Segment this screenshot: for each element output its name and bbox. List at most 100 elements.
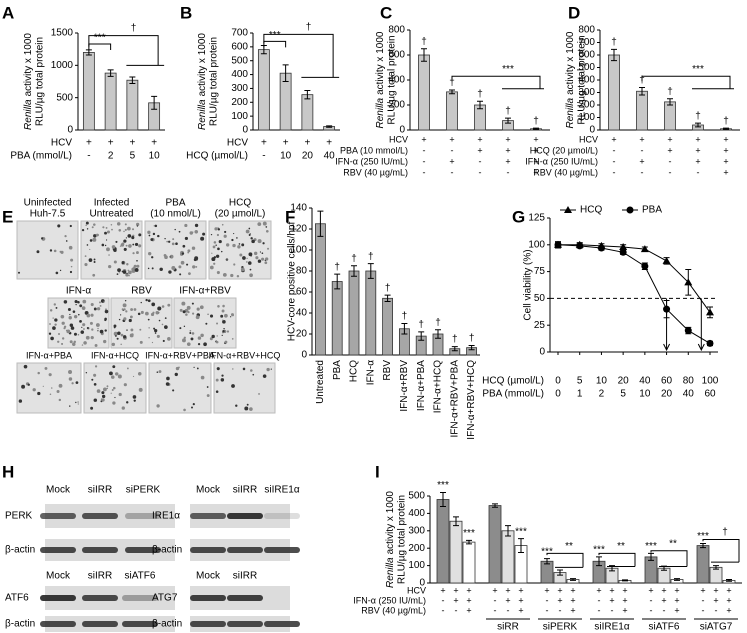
row-cell: + bbox=[440, 585, 445, 595]
stained-cell bbox=[213, 241, 217, 244]
stained-cell bbox=[164, 317, 167, 319]
stained-cell bbox=[48, 332, 52, 335]
error-bar bbox=[367, 263, 374, 279]
image-label: Infected bbox=[94, 198, 130, 209]
stained-cell bbox=[128, 274, 130, 277]
y-axis-label-text: activity x 1000 bbox=[197, 33, 208, 97]
row-cell: - bbox=[479, 156, 482, 166]
row-cell: - bbox=[479, 167, 482, 177]
y-tick-label: 300 bbox=[578, 87, 595, 98]
row-cell: + bbox=[596, 585, 601, 595]
row-cell: + bbox=[108, 138, 114, 149]
stained-cell bbox=[225, 243, 230, 247]
stained-cell bbox=[171, 242, 175, 246]
row-cell: - bbox=[423, 145, 426, 155]
stained-cell bbox=[118, 318, 121, 321]
row-cell: + bbox=[421, 134, 426, 144]
stained-cell bbox=[226, 330, 230, 333]
stained-cell bbox=[189, 231, 193, 235]
row-cell: + bbox=[533, 134, 538, 144]
stained-cell bbox=[196, 367, 199, 370]
y-tick-label: 60 bbox=[296, 287, 308, 298]
row-cell: + bbox=[505, 156, 510, 166]
stained-cell bbox=[148, 327, 150, 329]
micrograph bbox=[213, 362, 276, 414]
stained-cell bbox=[222, 319, 224, 321]
stained-cell bbox=[221, 309, 225, 313]
stained-cell bbox=[172, 238, 175, 241]
row-label: RBV (40 µg/mL) bbox=[361, 605, 426, 615]
band bbox=[227, 513, 263, 519]
stained-cell bbox=[179, 273, 182, 276]
band bbox=[82, 595, 118, 601]
y-tick-label: 0 bbox=[589, 125, 595, 136]
stained-cell bbox=[113, 260, 117, 264]
stained-cell bbox=[154, 332, 157, 334]
row-label: HCQ (20 µmol/L) bbox=[530, 145, 598, 155]
error-bar bbox=[451, 346, 458, 352]
stained-cell bbox=[106, 387, 109, 390]
stained-cell bbox=[200, 236, 205, 241]
stained-cell bbox=[49, 309, 53, 312]
x-tick-label: 0 bbox=[555, 389, 561, 400]
bar-label: † bbox=[421, 36, 427, 47]
row-cell: + bbox=[648, 585, 653, 595]
stained-cell bbox=[179, 308, 183, 312]
panel-letter: G bbox=[512, 207, 525, 226]
stained-cell bbox=[96, 389, 101, 393]
annotation: *** bbox=[502, 64, 514, 75]
stained-cell bbox=[121, 308, 124, 311]
stained-cell bbox=[215, 244, 217, 246]
stained-cell bbox=[145, 311, 149, 316]
row-cell: 20 bbox=[302, 151, 314, 162]
stained-cell bbox=[126, 401, 129, 404]
y-axis-label: HCV-core positive cells/hpf bbox=[287, 222, 298, 342]
x-tick-label: siATF6 bbox=[649, 622, 680, 633]
row-cell: - bbox=[611, 605, 614, 615]
row-cell: + bbox=[518, 585, 523, 595]
stained-cell bbox=[105, 308, 107, 311]
band bbox=[40, 513, 76, 519]
stained-cell bbox=[111, 228, 113, 231]
stained-cell bbox=[262, 221, 267, 226]
x-tick-label: 60 bbox=[661, 376, 673, 387]
stained-cell bbox=[259, 251, 262, 253]
stained-cell bbox=[222, 272, 227, 277]
stained-cell bbox=[126, 226, 131, 231]
stained-cell bbox=[136, 251, 139, 255]
stained-cell bbox=[132, 252, 135, 255]
stained-cell bbox=[57, 332, 61, 336]
stained-cell bbox=[140, 301, 142, 304]
stained-cell bbox=[111, 342, 116, 347]
stained-cell bbox=[200, 375, 205, 380]
stained-cell bbox=[215, 227, 217, 230]
stained-cell bbox=[93, 261, 96, 264]
stained-cell bbox=[195, 266, 198, 268]
bracket bbox=[263, 40, 287, 48]
stained-cell bbox=[123, 383, 127, 387]
bar bbox=[418, 54, 430, 131]
stained-cell bbox=[174, 372, 178, 377]
y-tick-label: 100 bbox=[528, 239, 545, 250]
image-label: IFN-α+PBA bbox=[26, 350, 72, 360]
y-tick-label: 500 bbox=[231, 55, 248, 66]
band bbox=[82, 513, 118, 519]
image-label: IFN-α+RBV+HCQ bbox=[209, 350, 281, 360]
stained-cell bbox=[158, 370, 162, 373]
stained-cell bbox=[75, 401, 77, 404]
y-tick-label: 0 bbox=[242, 125, 248, 136]
stained-cell bbox=[86, 326, 89, 330]
stained-cell bbox=[194, 230, 199, 234]
stained-cell bbox=[221, 223, 224, 226]
row-cell: - bbox=[598, 595, 601, 605]
stained-cell bbox=[92, 273, 96, 277]
stained-cell bbox=[155, 311, 159, 315]
row-cell: + bbox=[505, 595, 510, 605]
error-bar bbox=[622, 579, 628, 582]
stained-cell bbox=[120, 343, 122, 346]
row-cell: - bbox=[669, 167, 672, 177]
row-cell: + bbox=[466, 595, 471, 605]
row-cell: + bbox=[700, 585, 705, 595]
stained-cell bbox=[67, 307, 71, 311]
bar-label: † bbox=[611, 37, 617, 48]
